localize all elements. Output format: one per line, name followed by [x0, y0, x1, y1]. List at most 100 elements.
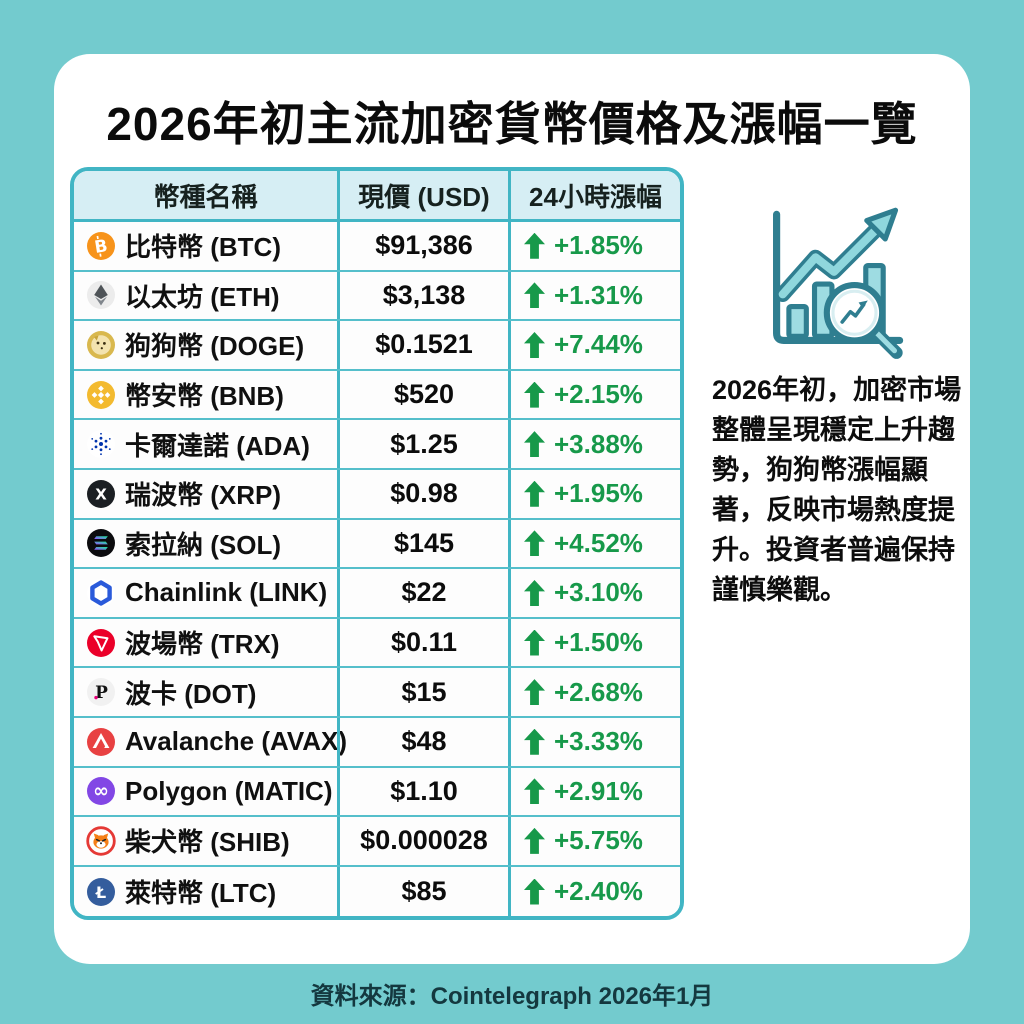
coin-change-cell: +1.31%: [508, 271, 680, 320]
coin-name-label: 卡爾達諾 (ADA): [125, 430, 310, 461]
coin-name-label: 比特幣 (BTC): [125, 232, 281, 263]
table-body: B 比特幣 (BTC) $91,386 +1.85% 以太坊 (ETH) $3,…: [74, 222, 680, 917]
coin-name-label: 瑞波幣 (XRP): [125, 480, 282, 511]
table-row: X 瑞波幣 (XRP) $0.98 +1.95%: [74, 469, 680, 520]
coin-change-value: +7.44%: [554, 329, 643, 360]
coin-change-value: +1.31%: [554, 279, 643, 310]
coin-name-cell: 幣安幣 (BNB): [74, 371, 337, 419]
coin-change-value: +3.10%: [554, 577, 643, 608]
coin-price-value: $1.10: [337, 767, 508, 816]
table-row: Ł 萊特幣 (LTC) $85 +2.40%: [74, 866, 680, 917]
coin-name-cell: ∞ Polygon (MATIC): [74, 768, 337, 816]
coin-change-cell: +4.52%: [508, 519, 680, 568]
table-row: B 比特幣 (BTC) $91,386 +1.85%: [74, 222, 680, 272]
market-summary-text: 2026年初，加密市場整體呈現穩定上升趨勢，狗狗幣漲幅顯著，反映市場熱度提升。投…: [712, 375, 962, 605]
up-arrow-icon: [524, 282, 545, 309]
coin-change-cell: +1.85%: [508, 222, 680, 270]
coin-price-value: $85: [337, 866, 508, 917]
matic-icon: ∞: [86, 776, 116, 806]
coin-price-value: $15: [337, 668, 508, 716]
coin-change-value: +2.15%: [554, 379, 643, 410]
coin-change-value: +2.91%: [554, 775, 643, 806]
header-24h-change: 24小時漲幅: [508, 171, 680, 219]
up-arrow-icon: [524, 232, 545, 259]
doge-icon: [86, 330, 116, 360]
coin-change-cell: +2.15%: [508, 370, 680, 419]
up-arrow-icon: [524, 381, 545, 408]
svg-text:B: B: [93, 236, 109, 258]
coin-change-cell: +2.91%: [508, 767, 680, 816]
up-arrow-icon: [524, 878, 545, 905]
coin-name-label: Avalanche (AVAX): [125, 726, 348, 757]
coin-price-value: $48: [337, 717, 508, 766]
coin-price-value: $0.98: [337, 469, 508, 518]
coin-price-value: $3,138: [337, 271, 508, 320]
table-row: Avalanche (AVAX) $48 +3.33%: [74, 717, 680, 768]
coin-name-cell: 柴犬幣 (SHIB): [74, 817, 337, 865]
table-row: Chainlink (LINK) $22 +3.10%: [74, 569, 680, 619]
header-price-usd: 現價 (USD): [337, 171, 508, 219]
up-arrow-icon: [524, 629, 545, 656]
coin-change-value: +2.40%: [554, 876, 643, 907]
coin-name-label: 幣安幣 (BNB): [125, 381, 284, 412]
coin-change-value: +1.50%: [554, 627, 643, 658]
coin-name-cell: 以太坊 (ETH): [74, 272, 337, 320]
bnb-icon: [86, 380, 116, 410]
coin-change-cell: +5.75%: [508, 817, 680, 865]
coin-name-cell: 狗狗幣 (DOGE): [74, 321, 337, 369]
up-arrow-icon: [524, 431, 545, 458]
table-row: 卡爾達諾 (ADA) $1.25 +3.88%: [74, 420, 680, 470]
coin-name-label: 以太坊 (ETH): [125, 281, 280, 312]
coin-price-value: $0.11: [337, 618, 508, 667]
up-arrow-icon: [524, 480, 545, 507]
coin-change-value: +5.75%: [554, 825, 643, 856]
infographic-card: 2026年初主流加密貨幣價格及漲幅一覽 幣種名稱 現價 (USD) 24小時漲幅…: [54, 54, 970, 964]
table-row: 幣安幣 (BNB) $520 +2.15%: [74, 370, 680, 421]
coin-change-value: +4.52%: [554, 527, 643, 558]
coin-change-cell: +7.44%: [508, 321, 680, 369]
btc-icon: B: [86, 231, 116, 261]
table-row: 波場幣 (TRX) $0.11 +1.50%: [74, 618, 680, 669]
table-header-row: 幣種名稱 現價 (USD) 24小時漲幅: [74, 171, 680, 222]
eth-icon: [86, 280, 116, 310]
sol-icon: [86, 528, 116, 558]
coin-change-cell: +3.10%: [508, 569, 680, 617]
coin-name-label: Polygon (MATIC): [125, 775, 333, 806]
coin-price-value: $1.25: [337, 420, 508, 468]
coin-change-cell: +3.33%: [508, 717, 680, 766]
table-row: 索拉納 (SOL) $145 +4.52%: [74, 519, 680, 570]
up-arrow-icon: [524, 827, 545, 854]
svg-text:Ł: Ł: [95, 883, 106, 902]
dot-icon: P: [86, 677, 116, 707]
xrp-icon: X: [86, 479, 116, 509]
coin-name-label: 波卡 (DOT): [125, 678, 257, 709]
up-arrow-icon: [524, 579, 545, 606]
crypto-price-table: 幣種名稱 現價 (USD) 24小時漲幅 B 比特幣 (BTC) $91,386…: [70, 167, 684, 921]
coin-name-cell: P 波卡 (DOT): [74, 668, 337, 716]
table-row: 狗狗幣 (DOGE) $0.1521 +7.44%: [74, 321, 680, 371]
table-row: P 波卡 (DOT) $15 +2.68%: [74, 668, 680, 718]
up-arrow-icon: [524, 331, 545, 358]
link-icon: [86, 578, 116, 608]
coin-name-label: 波場幣 (TRX): [125, 629, 280, 660]
coin-change-cell: +2.68%: [508, 668, 680, 716]
coin-name-cell: Ł 萊特幣 (LTC): [74, 867, 337, 917]
trx-icon: [86, 628, 116, 658]
coin-name-label: 柴犬幣 (SHIB): [125, 827, 290, 858]
table-row: ∞ Polygon (MATIC) $1.10 +2.91%: [74, 767, 680, 818]
coin-price-value: $91,386: [337, 222, 508, 270]
header-coin-name: 幣種名稱: [153, 181, 258, 212]
coin-name-cell: 索拉納 (SOL): [74, 520, 337, 568]
table-row: 柴犬幣 (SHIB) $0.000028 +5.75%: [74, 817, 680, 867]
coin-change-value: +3.88%: [554, 428, 643, 459]
coin-change-cell: +2.40%: [508, 866, 680, 917]
coin-change-value: +1.95%: [554, 478, 643, 509]
coin-change-cell: +3.88%: [508, 420, 680, 468]
coin-name-label: 索拉納 (SOL): [125, 529, 281, 560]
coin-name-cell: X 瑞波幣 (XRP): [74, 470, 337, 518]
coin-price-value: $0.1521: [337, 321, 508, 369]
coin-price-value: $0.000028: [337, 817, 508, 865]
ada-icon: [86, 429, 116, 459]
up-arrow-icon: [524, 530, 545, 557]
up-arrow-icon: [524, 778, 545, 805]
